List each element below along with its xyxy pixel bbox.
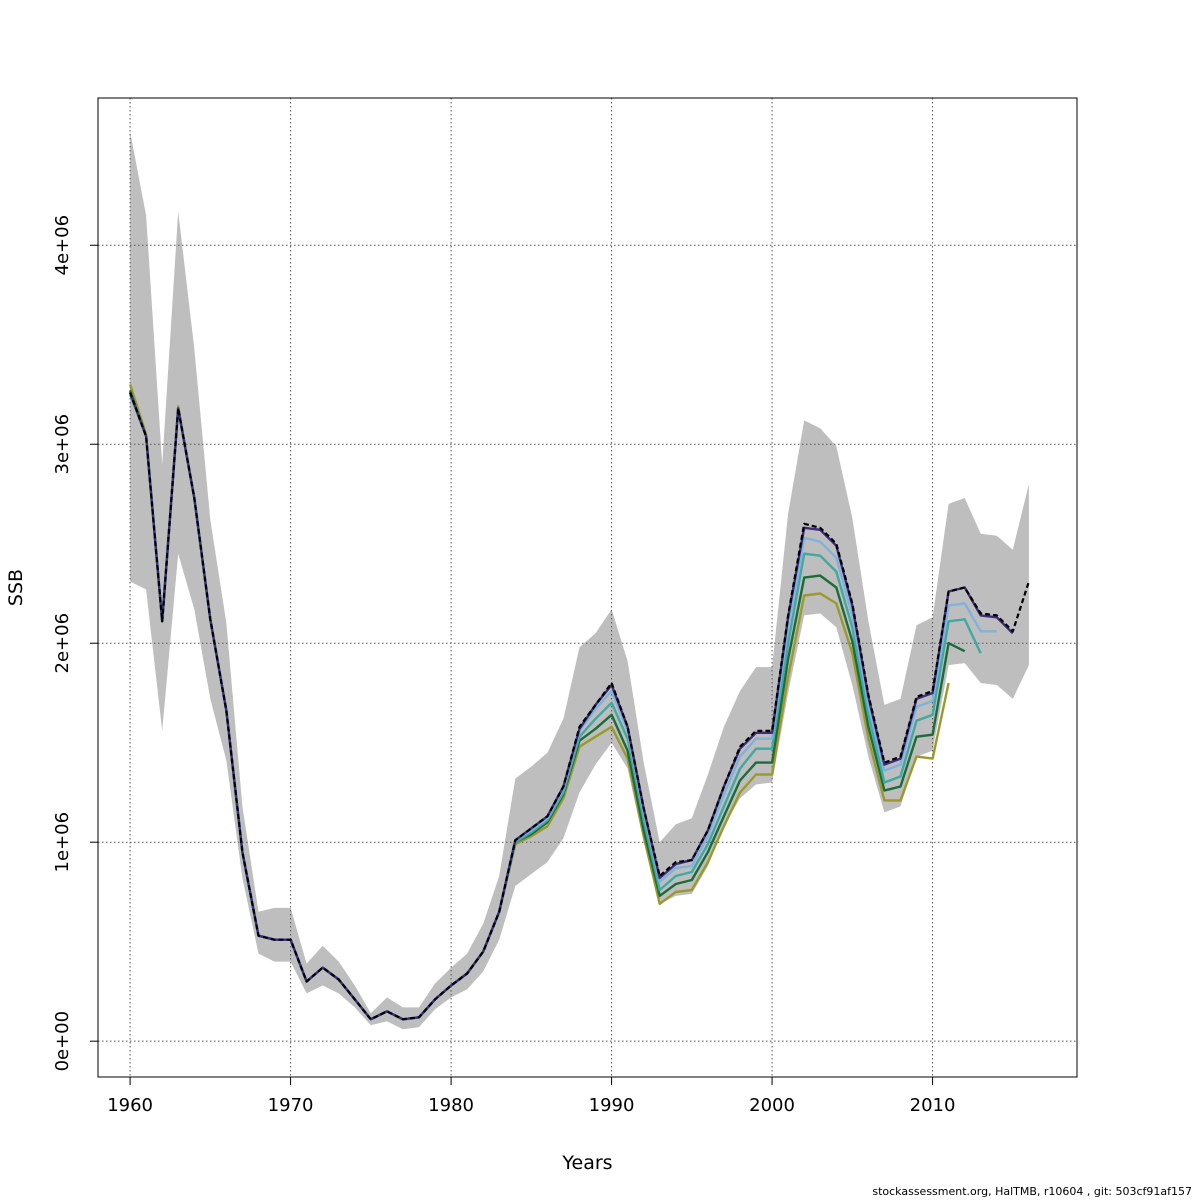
y-axis: 0e+00 1e+06 2e+06 3e+06 4e+06	[52, 215, 98, 1071]
footer-credit: stockassessment.org, HalTMB, r10604 , gi…	[872, 1185, 1192, 1198]
y-tick-label: 3e+06	[52, 414, 73, 475]
y-tick-label: 2e+06	[52, 613, 73, 674]
confidence-band	[130, 131, 1029, 1030]
x-tick-label: 1990	[589, 1095, 635, 1116]
x-tick-label: 1980	[428, 1095, 474, 1116]
series-line-1	[129, 392, 1030, 1021]
x-axis: 1960 1970 1980 1990 2000 2010	[107, 1077, 955, 1116]
grid-layer	[98, 98, 1077, 1077]
x-axis-title: Years	[561, 1152, 612, 1174]
y-axis-title: SSB	[5, 569, 27, 606]
y-tick-label: 4e+06	[52, 215, 73, 276]
series-layer	[128, 384, 1030, 1021]
x-tick-label: 1970	[268, 1095, 314, 1116]
x-tick-label: 2000	[749, 1095, 795, 1116]
x-tick-label: 2010	[910, 1095, 956, 1116]
confidence-band-layer	[130, 131, 1029, 1030]
x-tick-label: 1960	[107, 1095, 153, 1116]
plot-frame	[97, 97, 1078, 1078]
y-tick-label: 0e+00	[52, 1011, 73, 1072]
y-tick-label: 1e+06	[52, 812, 73, 873]
